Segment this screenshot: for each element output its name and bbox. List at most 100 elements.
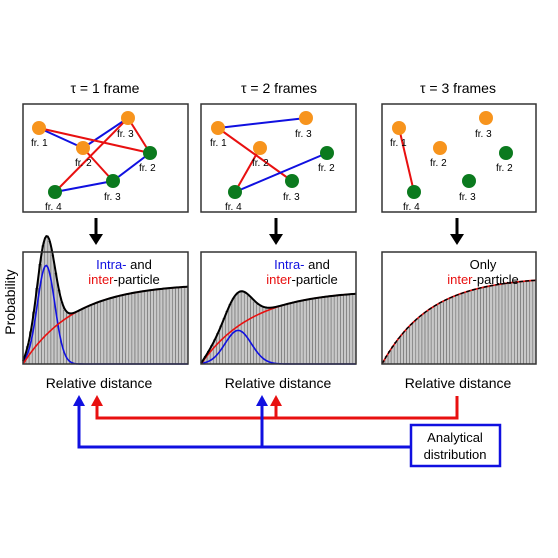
histogram-bar — [409, 324, 413, 365]
histogram-bar — [449, 297, 453, 365]
histogram-bar — [434, 305, 438, 365]
tau-label-1: τ = 1 frame — [71, 80, 140, 96]
annotation-panel-1-line1: Intra- and — [96, 257, 152, 272]
histogram-bar — [437, 303, 441, 365]
particle-label: fr. 3 — [283, 192, 300, 203]
histogram-bar — [468, 291, 472, 365]
x-axis-label-1: Relative distance — [46, 375, 153, 391]
histogram-bar — [400, 334, 404, 365]
and-label: and — [305, 257, 330, 272]
histogram-bar — [47, 241, 51, 365]
histogram-bar — [238, 292, 242, 365]
histogram-bar — [334, 296, 338, 365]
green-particle-icon — [285, 174, 299, 188]
total-distribution-curve — [22, 234, 189, 362]
histogram-bar — [492, 285, 496, 365]
tau-label-2: τ = 2 frames — [241, 80, 317, 96]
histogram-bar — [122, 295, 126, 365]
histogram-bar — [219, 325, 223, 365]
orange-particle-icon — [433, 141, 447, 155]
x-axis-label-2: Relative distance — [225, 375, 332, 391]
histogram-bar — [175, 288, 179, 365]
particle-label: fr. 1 — [210, 138, 227, 149]
histogram-bar — [128, 293, 132, 365]
orange-particle-icon — [211, 121, 225, 135]
histogram-bar — [81, 308, 86, 365]
histogram-bar — [134, 292, 139, 365]
histogram-bar — [234, 294, 239, 365]
green-particle-icon — [48, 185, 62, 199]
histogram-bar — [514, 282, 518, 365]
histogram-bar — [424, 311, 429, 365]
particles-panel-3 — [392, 111, 513, 199]
links-panel-3 — [398, 127, 415, 193]
green-particle-icon — [106, 174, 120, 188]
particle-label: fr. 1 — [31, 138, 48, 149]
histogram-bar — [501, 284, 506, 365]
particle-labels-panel-2: fr. 1 fr. 2 fr. 3 fr. 2 fr. 3 fr. 4 — [210, 129, 335, 213]
blue-arrow-head-icon — [73, 395, 85, 406]
histogram-bar — [458, 294, 463, 365]
particle-label: fr. 4 — [403, 202, 420, 213]
histogram-bar — [343, 295, 347, 365]
histogram-bar — [489, 286, 493, 365]
histogram-bar — [103, 300, 107, 365]
orange-particle-icon — [392, 121, 406, 135]
intra-label: Intra- — [274, 257, 304, 272]
histogram-panel-1 — [22, 234, 189, 365]
histogram-bar — [455, 295, 459, 365]
histogram-bar — [265, 308, 270, 365]
particle-labels-panel-1: fr. 1 fr. 2 fr. 3 fr. 2 fr. 3 fr. 4 — [31, 129, 156, 213]
histogram-bar — [471, 290, 475, 365]
particle-label: fr. 4 — [45, 202, 62, 213]
particle-label: fr. 3 — [104, 192, 121, 203]
particles-panel-1 — [32, 111, 157, 199]
histogram-bar — [141, 291, 145, 365]
histogram-bar — [483, 287, 487, 365]
histogram-bar — [337, 295, 341, 365]
particle-label: fr. 3 — [117, 129, 134, 140]
histogram-bar — [428, 309, 432, 365]
particle-label: fr. 3 — [295, 129, 312, 140]
histogram-bar — [247, 295, 251, 365]
orange-particle-icon — [299, 111, 313, 125]
histogram-bar — [85, 307, 89, 365]
histogram-bar — [309, 299, 313, 365]
particle-label: -particle — [473, 272, 519, 287]
histogram-panel-2 — [200, 251, 357, 365]
annotation-panel-2-line1: Intra- and — [274, 257, 330, 272]
histogram-bar — [394, 342, 398, 365]
histogram-bar — [431, 307, 435, 365]
histogram-bar — [340, 295, 344, 365]
particle-label: -particle — [114, 272, 160, 287]
histogram-bar — [315, 298, 319, 365]
histogram-bar — [119, 295, 123, 365]
histogram-bar — [222, 318, 226, 365]
histogram-bar — [162, 289, 167, 365]
total-distribution-curve — [381, 279, 537, 365]
histogram-bar — [406, 327, 410, 365]
particle-label: fr. 2 — [496, 163, 513, 174]
histogram-bar — [159, 289, 164, 365]
histogram-bar — [331, 296, 335, 365]
histogram-bar — [109, 298, 114, 365]
histogram-bar — [275, 307, 279, 365]
histogram-bar — [477, 288, 481, 365]
histogram-bar — [72, 312, 76, 365]
particle-label: fr. 2 — [75, 158, 92, 169]
green-particle-icon — [143, 146, 157, 160]
histogram-bar — [421, 313, 426, 365]
histogram-bar — [131, 293, 135, 365]
histogram-bar — [495, 285, 499, 365]
histogram-bar — [125, 294, 129, 365]
histogram-bar — [269, 308, 273, 365]
histogram-bar — [88, 305, 92, 365]
histogram-bar — [100, 301, 104, 365]
histogram-bar — [461, 293, 466, 365]
histogram-bar — [150, 290, 154, 365]
histogram-bar — [106, 299, 111, 365]
histogram-bar — [91, 304, 95, 365]
histogram-bar — [181, 287, 185, 365]
histogram-frame — [381, 251, 537, 365]
